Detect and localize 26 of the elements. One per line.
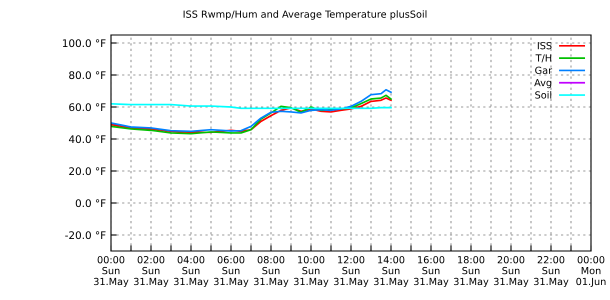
x-tick-label: 20:00 Sun 31.May <box>494 256 528 288</box>
x-tick-label: 14:00 Sun 31.May <box>374 256 408 288</box>
x-tick-label: 04:00 Sun 31.May <box>174 256 208 288</box>
y-tick-label: 60.0 °F <box>69 103 106 112</box>
legend-label: Avg <box>534 79 552 88</box>
x-tick-label: 12:00 Sun 31.May <box>334 256 368 288</box>
x-tick-label: 08:00 Sun 31.May <box>254 256 288 288</box>
x-tick-label: 00:00 Mon 01.Jun <box>576 256 606 287</box>
x-tick-label: 06:00 Sun 31.May <box>214 256 248 288</box>
x-tick-label: 16:00 Sun 31.May <box>414 256 448 288</box>
y-tick-label: 80.0 °F <box>69 71 106 80</box>
legend-label: Soil <box>535 91 552 99</box>
x-tick-label: 18:00 Sun 31.May <box>454 256 488 288</box>
legend-label: ISS <box>538 42 552 50</box>
y-tick-label: -20.0 °F <box>65 231 106 240</box>
legend-label: T/H <box>536 54 552 62</box>
x-tick-label: 00:00 Sun 31.May <box>94 256 128 288</box>
y-tick-label: 40.0 °F <box>68 135 106 144</box>
y-tick-label: 20.0 °F <box>69 167 106 176</box>
x-tick-label: 22:00 Sun 31.May <box>534 256 568 288</box>
x-tick-label: 02:00 Sun 31.May <box>134 256 168 288</box>
chart-title: ISS Rwmp/Hum and Average Temperature plusSoil <box>184 10 426 20</box>
y-tick-label: 100.0 °F <box>62 39 106 48</box>
y-tick-label: 0.0 °F <box>76 199 106 208</box>
x-tick-label: 10:00 Sun 31.May <box>294 256 328 288</box>
legend-label: Gar <box>535 66 552 74</box>
